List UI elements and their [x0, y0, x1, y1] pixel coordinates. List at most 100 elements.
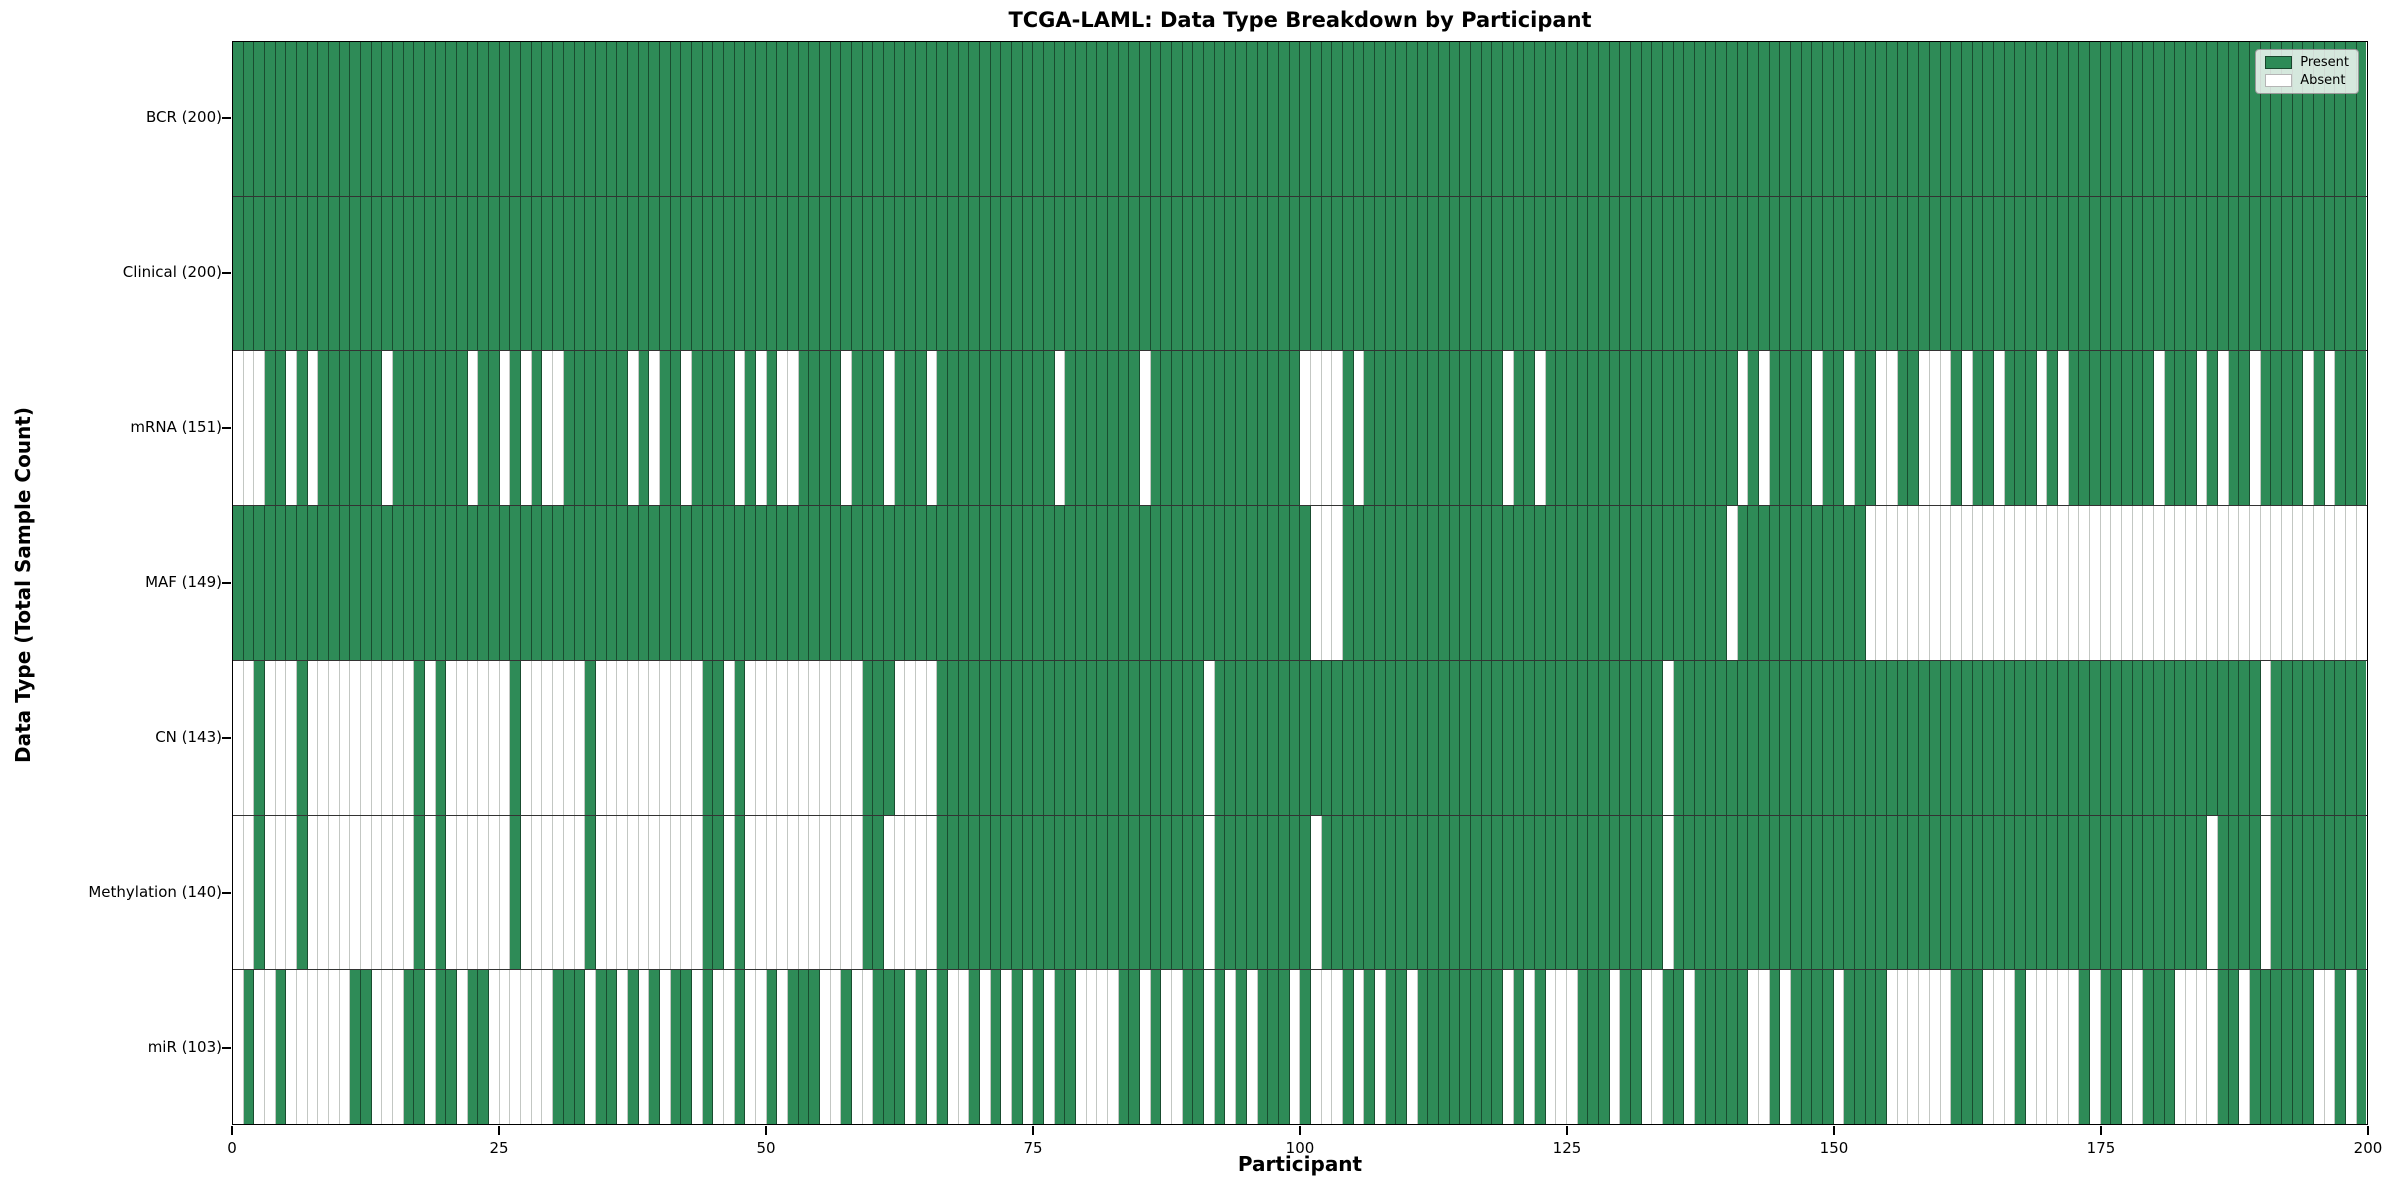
cell — [1577, 351, 1589, 506]
cell — [1577, 42, 1589, 196]
cell — [2121, 196, 2133, 351]
cell — [1769, 196, 1781, 351]
cell — [1663, 506, 1674, 660]
cell — [809, 970, 820, 1125]
cell — [275, 196, 287, 351]
cell — [2068, 196, 2080, 351]
cell — [787, 660, 799, 815]
cell — [905, 815, 916, 970]
cell — [1449, 42, 1461, 196]
cell — [1759, 660, 1770, 815]
cell — [329, 970, 340, 1125]
cell — [2196, 660, 2208, 815]
cell — [1673, 660, 1685, 815]
cell — [1502, 506, 1514, 660]
cell — [1353, 506, 1365, 660]
cell — [361, 815, 372, 970]
cell — [457, 42, 468, 196]
cell — [841, 660, 852, 815]
y-tick-label-miR: miR (103) — [147, 1037, 222, 1056]
cell — [595, 815, 607, 970]
cell — [1929, 660, 1941, 815]
cell — [723, 815, 735, 970]
cell — [1310, 42, 1322, 196]
cell — [1748, 351, 1760, 506]
cell — [969, 351, 981, 506]
cell — [1214, 506, 1226, 660]
cell — [2100, 815, 2112, 970]
cell — [1513, 815, 1525, 970]
cell — [2207, 506, 2218, 660]
x-tick-mark — [1833, 1126, 1835, 1135]
cell — [1332, 196, 1343, 351]
cell — [2100, 196, 2112, 351]
cell — [2047, 970, 2058, 1125]
cell — [2004, 815, 2016, 970]
cell — [393, 351, 404, 506]
cell — [1577, 970, 1589, 1125]
cell — [2228, 351, 2240, 506]
cell — [275, 351, 287, 506]
cell — [1609, 815, 1621, 970]
cell — [2111, 196, 2122, 351]
cell — [1887, 42, 1898, 196]
cell — [2143, 660, 2154, 815]
cell — [243, 351, 255, 506]
cell — [670, 196, 682, 351]
cell — [1801, 970, 1813, 1125]
cell — [1022, 42, 1034, 196]
cell — [2143, 196, 2154, 351]
cell — [2153, 196, 2165, 351]
cell — [233, 42, 244, 196]
cell — [1044, 196, 1055, 351]
cell — [1044, 660, 1055, 815]
cell — [2335, 815, 2347, 970]
cell — [1289, 196, 1301, 351]
cell — [1566, 660, 1578, 815]
cell — [243, 42, 255, 196]
cell — [2100, 42, 2112, 196]
cell — [2260, 351, 2272, 506]
cell — [585, 660, 596, 815]
cell — [1716, 815, 1728, 970]
cell — [1780, 351, 1792, 506]
cell — [393, 506, 404, 660]
cell — [787, 196, 799, 351]
cell — [1225, 506, 1237, 660]
cell — [574, 42, 586, 196]
cell — [1246, 42, 1258, 196]
cell — [1940, 42, 1952, 196]
y-tick-label-CN: CN (143) — [155, 727, 222, 746]
cell — [339, 815, 351, 970]
x-tick-label-200: 200 — [2353, 1139, 2383, 1157]
cell — [478, 506, 490, 660]
cell — [1044, 815, 1055, 970]
cell — [1887, 970, 1898, 1125]
cell — [1502, 351, 1514, 506]
cell — [2292, 506, 2304, 660]
cell — [681, 42, 692, 196]
cell — [691, 506, 703, 660]
cell — [2004, 196, 2016, 351]
cell — [478, 970, 490, 1125]
cell — [1129, 660, 1141, 815]
cell — [2068, 351, 2080, 506]
cell — [1737, 42, 1749, 196]
cell — [819, 196, 831, 351]
cell — [275, 506, 287, 660]
cell — [542, 42, 554, 196]
cell — [2324, 970, 2336, 1125]
cell — [1374, 196, 1386, 351]
cell — [638, 506, 650, 660]
cell — [1332, 815, 1343, 970]
x-tick-label-25: 25 — [489, 1139, 509, 1157]
cell — [1684, 506, 1696, 660]
cell — [2079, 970, 2090, 1125]
cell — [606, 196, 618, 351]
cell — [1086, 970, 1098, 1125]
cell — [1172, 815, 1183, 970]
cell — [2324, 815, 2336, 970]
cell — [1887, 196, 1898, 351]
cell — [1022, 815, 1034, 970]
cell — [2346, 42, 2357, 196]
